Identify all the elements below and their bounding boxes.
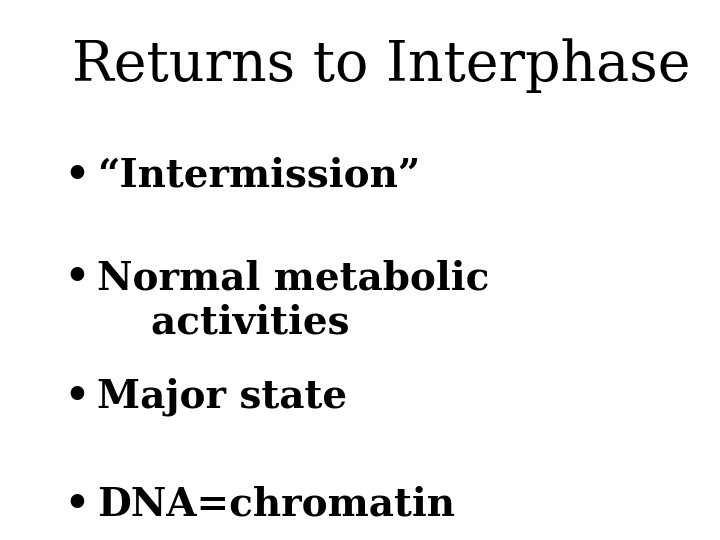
Text: •: • (65, 157, 90, 194)
Text: •: • (65, 378, 90, 416)
Text: •: • (65, 259, 90, 297)
Text: “Intermission”: “Intermission” (97, 157, 420, 194)
Text: Major state: Major state (97, 378, 347, 416)
Text: •: • (65, 486, 90, 524)
Text: Normal metabolic
    activities: Normal metabolic activities (97, 259, 490, 341)
Text: Returns to Interphase: Returns to Interphase (72, 38, 690, 92)
Text: DNA=chromatin: DNA=chromatin (97, 486, 455, 524)
